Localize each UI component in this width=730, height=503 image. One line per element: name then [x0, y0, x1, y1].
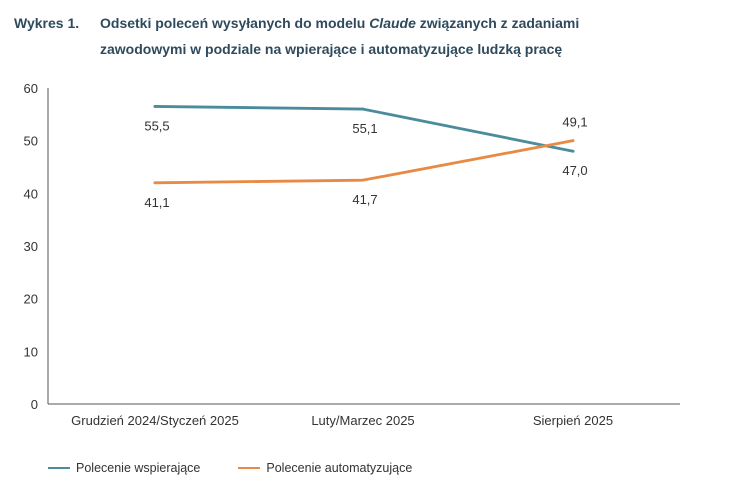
data-label: 41,7: [352, 192, 377, 207]
chart-caption: Wykres 1. Odsetki poleceń wysyłanych do …: [14, 10, 714, 62]
caption-title: Odsetki poleceń wysyłanych do modelu Cla…: [100, 10, 579, 62]
x-category-label: Grudzień 2024/Styczeń 2025: [71, 413, 239, 428]
series-line-automating: [153, 139, 575, 185]
data-point: [153, 181, 157, 185]
x-category-label: Luty/Marzec 2025: [311, 413, 414, 428]
y-tick-label: 0: [31, 397, 38, 412]
legend-swatch-supporting: [48, 467, 70, 469]
caption-label: Wykres 1.: [14, 15, 80, 31]
caption-title-part2: związanych z zadaniami: [415, 15, 580, 31]
legend-swatch-automating: [238, 467, 261, 469]
data-point: [361, 107, 365, 111]
data-point: [571, 149, 575, 153]
y-tick-label: 10: [24, 344, 38, 359]
data-label: 41,1: [144, 195, 169, 210]
y-tick-label: 40: [24, 186, 38, 201]
chart-legend: Polecenie wspierające Polecenie automaty…: [48, 461, 450, 475]
legend-item-supporting: Polecenie wspierające: [48, 461, 200, 475]
x-category-label: Sierpień 2025: [533, 413, 613, 428]
caption-title-line2: zawodowymi w podziale na wpierające i au…: [100, 41, 563, 57]
data-point: [153, 105, 157, 108]
legend-label-automating: Polecenie automatyzujące: [266, 461, 413, 475]
y-tick-label: 20: [24, 292, 38, 307]
data-point: [571, 139, 575, 143]
legend-item-automating: Polecenie automatyzujące: [238, 461, 412, 475]
data-label: 47,0: [562, 163, 587, 178]
data-point: [361, 178, 365, 182]
caption-title-italic: Claude: [369, 15, 416, 31]
caption-title-part1: Odsetki poleceń wysyłanych do modelu: [100, 15, 370, 31]
data-label: 55,5: [144, 118, 169, 133]
legend-label-supporting: Polecenie wspierające: [76, 461, 201, 475]
y-tick-label: 60: [24, 81, 38, 96]
y-tick-label: 50: [24, 134, 38, 149]
data-label: 55,1: [352, 121, 377, 136]
data-label: 49,1: [562, 115, 587, 130]
y-tick-label: 30: [24, 239, 38, 254]
